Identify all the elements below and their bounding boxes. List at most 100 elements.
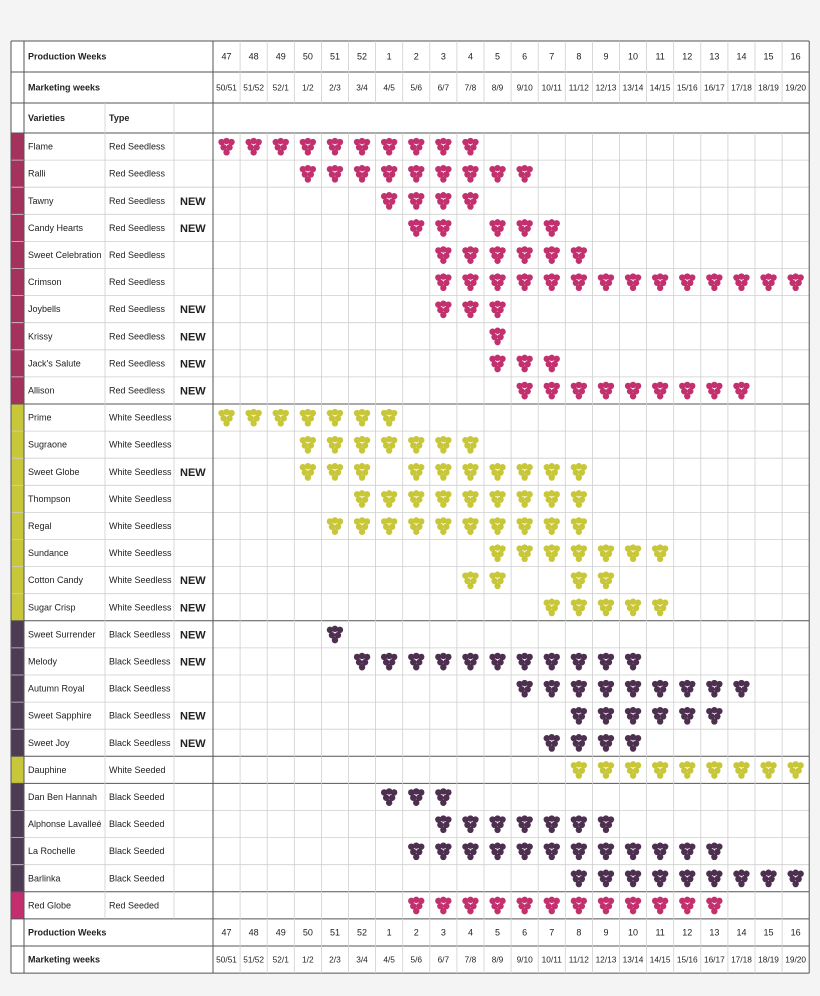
marketing-week: 15/16 bbox=[677, 83, 698, 93]
varieties-header: Varieties bbox=[28, 113, 65, 123]
new-badge: NEW bbox=[180, 358, 206, 370]
footer-production-week: 4 bbox=[468, 927, 473, 937]
variety-color-bar bbox=[11, 675, 24, 703]
new-badge: NEW bbox=[180, 304, 206, 316]
footer-production-week: 9 bbox=[603, 927, 608, 937]
variety-name: Autumn Royal bbox=[28, 684, 85, 694]
footer-marketing-week: 9/10 bbox=[517, 955, 534, 965]
variety-color-bar bbox=[11, 241, 24, 269]
variety-name: Ralli bbox=[28, 169, 46, 179]
variety-type: Black Seeded bbox=[109, 792, 165, 802]
new-badge: NEW bbox=[180, 629, 206, 641]
variety-type: White Seeded bbox=[109, 765, 166, 775]
production-week: 48 bbox=[249, 52, 259, 62]
footer-marketing-week: 3/4 bbox=[356, 955, 368, 965]
production-weeks-label: Production Weeks bbox=[28, 52, 106, 62]
variety-type: Black Seedless bbox=[109, 629, 171, 639]
variety-type: White Seedless bbox=[109, 521, 172, 531]
variety-color-bar bbox=[11, 133, 24, 161]
marketing-week: 1/2 bbox=[302, 83, 314, 93]
footer-marketing-week: 4/5 bbox=[383, 955, 395, 965]
variety-name: Sugar Crisp bbox=[28, 602, 76, 612]
variety-name: Sweet Joy bbox=[28, 738, 70, 748]
variety-type: Red Seedless bbox=[109, 196, 166, 206]
footer-marketing-week: 8/9 bbox=[492, 955, 504, 965]
marketing-week: 6/7 bbox=[438, 83, 450, 93]
marketing-week: 11/12 bbox=[569, 83, 590, 93]
new-badge: NEW bbox=[180, 575, 206, 587]
variety-color-bar bbox=[11, 322, 24, 350]
footer-marketing-week: 50/51 bbox=[216, 955, 237, 965]
new-badge: NEW bbox=[180, 223, 206, 235]
new-badge: NEW bbox=[180, 602, 206, 614]
type-header: Type bbox=[109, 113, 129, 123]
variety-name: Thompson bbox=[28, 494, 71, 504]
production-week: 16 bbox=[791, 52, 801, 62]
footer-production-week: 3 bbox=[441, 927, 446, 937]
variety-name: Sweet Globe bbox=[28, 467, 80, 477]
footer-production-week: 11 bbox=[655, 927, 664, 937]
production-week: 14 bbox=[736, 52, 746, 62]
variety-name: Prime bbox=[28, 413, 52, 423]
variety-type: Red Seedless bbox=[109, 358, 166, 368]
variety-type: White Seedless bbox=[109, 413, 172, 423]
marketing-week: 7/8 bbox=[465, 83, 477, 93]
variety-type: Red Seedless bbox=[109, 331, 166, 341]
marketing-week: 8/9 bbox=[492, 83, 504, 93]
variety-color-bar bbox=[11, 864, 24, 892]
variety-name: Jack's Salute bbox=[28, 358, 81, 368]
footer-production-week: 10 bbox=[628, 927, 638, 937]
footer-production-week: 16 bbox=[791, 927, 801, 937]
variety-color-bar bbox=[11, 295, 24, 323]
new-badge: NEW bbox=[180, 738, 206, 750]
variety-name: Sweet Sapphire bbox=[28, 711, 92, 721]
production-week: 8 bbox=[576, 52, 581, 62]
footer-marketing-week: 6/7 bbox=[438, 955, 450, 965]
variety-color-bar bbox=[11, 214, 24, 242]
variety-color-bar bbox=[11, 783, 24, 811]
variety-name: Red Globe bbox=[28, 900, 71, 910]
variety-color-bar bbox=[11, 891, 24, 919]
footer-production-week: 6 bbox=[522, 927, 527, 937]
variety-type: White Seedless bbox=[109, 548, 172, 558]
variety-name: Allison bbox=[28, 385, 55, 395]
marketing-week: 12/13 bbox=[596, 83, 617, 93]
production-week: 49 bbox=[276, 52, 286, 62]
footer-marketing-week: 16/17 bbox=[704, 955, 725, 965]
variety-color-bar bbox=[11, 458, 24, 486]
variety-name: Regal bbox=[28, 521, 52, 531]
variety-type: Black Seeded bbox=[109, 846, 165, 856]
footer-marketing-week: 11/12 bbox=[569, 955, 590, 965]
variety-name: Sugraone bbox=[28, 440, 67, 450]
variety-name: Melody bbox=[28, 656, 58, 666]
footer-marketing-week: 10/11 bbox=[542, 955, 563, 965]
production-week: 52 bbox=[357, 52, 367, 62]
variety-type: Red Seedless bbox=[109, 304, 166, 314]
footer-marketing-week: 15/16 bbox=[677, 955, 698, 965]
production-week: 3 bbox=[441, 52, 446, 62]
footer-production-week: 13 bbox=[709, 927, 719, 937]
variety-name: Sweet Surrender bbox=[28, 629, 96, 639]
new-badge: NEW bbox=[180, 196, 206, 208]
marketing-week: 2/3 bbox=[329, 83, 341, 93]
variety-color-bar bbox=[11, 647, 24, 675]
variety-name: Sweet Celebration bbox=[28, 250, 102, 260]
variety-color-bar bbox=[11, 837, 24, 865]
variety-name: La Rochelle bbox=[28, 846, 76, 856]
production-week: 11 bbox=[655, 52, 664, 62]
variety-name: Joybells bbox=[28, 304, 61, 314]
variety-type: White Seedless bbox=[109, 440, 172, 450]
variety-type: Red Seedless bbox=[109, 277, 166, 287]
production-week: 12 bbox=[682, 52, 692, 62]
production-week: 13 bbox=[709, 52, 719, 62]
production-week: 5 bbox=[495, 52, 500, 62]
footer-marketing-week: 13/14 bbox=[623, 955, 644, 965]
variety-type: Black Seedless bbox=[109, 711, 171, 721]
variety-name: Candy Hearts bbox=[28, 223, 84, 233]
footer-production-week: 52 bbox=[357, 927, 367, 937]
footer-production-week: 50 bbox=[303, 927, 313, 937]
footer-marketing-week: 17/18 bbox=[731, 955, 752, 965]
variety-color-bar bbox=[11, 404, 24, 432]
variety-color-bar bbox=[11, 431, 24, 459]
